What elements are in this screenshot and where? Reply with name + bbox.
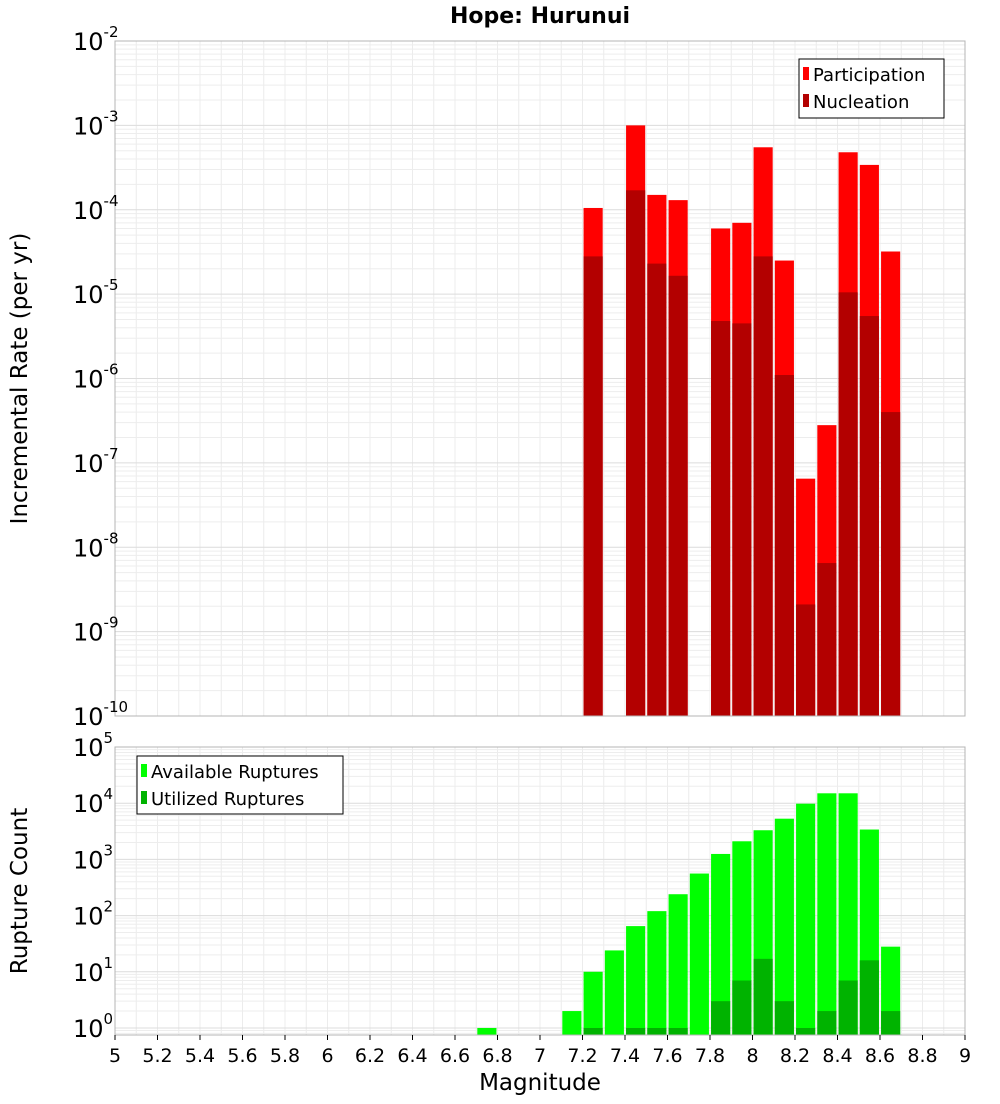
rate-legend-swatch xyxy=(803,94,809,107)
rate-ytick-label: 10-8 xyxy=(73,529,119,562)
count-bar-available-ruptures xyxy=(774,818,794,1035)
count-bar-available-ruptures xyxy=(796,803,816,1035)
count-ytick-label: 103 xyxy=(73,841,113,874)
rate-legend: Participation Nucleation xyxy=(798,58,945,119)
count-bar-utilized-ruptures xyxy=(732,980,752,1035)
rate-bar-nucleation xyxy=(711,321,731,716)
count-bar-available-ruptures xyxy=(711,853,731,1035)
count-bar-available-ruptures xyxy=(477,1027,497,1035)
rate-bar-nucleation xyxy=(796,604,816,716)
count-bar-available-ruptures xyxy=(689,873,709,1035)
rate-legend-swatch xyxy=(803,67,809,80)
count-legend: Available Ruptures Utilized Ruptures xyxy=(136,755,344,815)
x-tick-label: 6.6 xyxy=(440,1045,470,1067)
count-bar-utilized-ruptures xyxy=(817,1011,837,1035)
x-tick-label: 7.4 xyxy=(610,1045,640,1067)
count-bar-utilized-ruptures xyxy=(881,1011,901,1035)
rate-bar-nucleation xyxy=(817,563,837,716)
rate-bar-nucleation xyxy=(583,256,603,716)
count-bar-available-ruptures xyxy=(562,1011,582,1035)
rate-bar-nucleation xyxy=(774,375,794,716)
rate-ytick-label: 10-4 xyxy=(73,192,119,225)
count-legend-label: Utilized Ruptures xyxy=(151,789,304,810)
count-bar-utilized-ruptures xyxy=(859,960,879,1035)
x-tick-label: 8.6 xyxy=(865,1045,895,1067)
x-tick-label: 5.4 xyxy=(185,1045,215,1067)
x-tick-label: 6.2 xyxy=(355,1045,385,1067)
count-bar-available-ruptures xyxy=(604,950,624,1035)
rate-legend-label: Participation xyxy=(813,65,925,86)
count-bar-utilized-ruptures xyxy=(647,1027,667,1035)
count-ytick-label: 101 xyxy=(73,954,113,987)
count-legend-swatch xyxy=(141,764,147,777)
x-tick-label: 6.8 xyxy=(482,1045,512,1067)
count-bar-available-ruptures xyxy=(838,793,858,1035)
rate-ytick-label: 10-9 xyxy=(73,614,119,647)
x-tick-label: 5.2 xyxy=(142,1045,172,1067)
x-tick-label: 7.8 xyxy=(695,1045,725,1067)
rate-ytick-label: 10-5 xyxy=(73,276,119,309)
count-bar-utilized-ruptures xyxy=(711,1001,731,1035)
x-axis-label: Magnitude xyxy=(479,1070,601,1096)
count-bar-utilized-ruptures xyxy=(774,1001,794,1035)
x-tick-label: 7.2 xyxy=(567,1045,597,1067)
rate-bar-nucleation xyxy=(647,263,667,716)
count-bar-available-ruptures xyxy=(668,894,688,1035)
count-ytick-label: 102 xyxy=(73,898,113,931)
count-legend-label: Available Ruptures xyxy=(151,762,319,783)
rate-ytick-label: 10-6 xyxy=(73,361,119,394)
x-tick-label: 8.4 xyxy=(822,1045,852,1067)
rate-ytick-label: 10-3 xyxy=(73,107,119,140)
count-bar-utilized-ruptures xyxy=(753,958,773,1035)
count-bar-utilized-ruptures xyxy=(583,1027,603,1035)
rate-bar-nucleation xyxy=(881,412,901,716)
count-bar-utilized-ruptures xyxy=(796,1027,816,1035)
x-tick-label: 6 xyxy=(321,1045,333,1067)
rate-bar-nucleation xyxy=(732,323,752,716)
chart-title: Hope: Hurunui xyxy=(450,4,630,29)
count-legend-swatch xyxy=(141,791,147,804)
rate-legend-box xyxy=(798,58,945,119)
rate-ytick-label: 10-7 xyxy=(73,445,119,478)
x-tick-label: 9 xyxy=(959,1045,971,1067)
x-tick-label: 8.2 xyxy=(780,1045,810,1067)
rate-ytick-label: 10-10 xyxy=(73,698,128,731)
count-bar-utilized-ruptures xyxy=(838,980,858,1035)
rate-bar-nucleation xyxy=(859,316,879,716)
rate-y-axis-label: Incremental Rate (per yr) xyxy=(7,233,33,525)
rate-bar-nucleation xyxy=(626,190,646,716)
rate-bar-nucleation xyxy=(838,292,858,716)
count-y-axis-label: Rupture Count xyxy=(7,808,33,974)
rate-plot xyxy=(114,40,966,717)
x-tick-label: 5.6 xyxy=(227,1045,257,1067)
x-tick-label: 5.8 xyxy=(270,1045,300,1067)
x-tick-label: 7.6 xyxy=(652,1045,682,1067)
count-bar-available-ruptures xyxy=(817,793,837,1035)
count-legend-box xyxy=(136,755,344,815)
x-tick-label: 8 xyxy=(746,1045,758,1067)
count-bar-available-ruptures xyxy=(583,971,603,1035)
count-ytick-label: 100 xyxy=(73,1010,113,1043)
x-tick-label: 6.4 xyxy=(397,1045,427,1067)
count-ytick-label: 104 xyxy=(73,785,113,818)
rate-bar-nucleation xyxy=(668,275,688,716)
x-tick-label: 7 xyxy=(534,1045,546,1067)
x-tick-label: 8.8 xyxy=(907,1045,937,1067)
rate-ytick-label: 10-2 xyxy=(73,23,119,56)
count-ytick-label: 105 xyxy=(73,729,113,762)
rate-plot-frame xyxy=(114,40,966,717)
count-bar-utilized-ruptures xyxy=(668,1027,688,1035)
count-bar-utilized-ruptures xyxy=(626,1027,646,1035)
count-bar-available-ruptures xyxy=(626,926,646,1035)
rate-legend-label: Nucleation xyxy=(813,92,909,113)
x-tick-label: 5 xyxy=(109,1045,121,1067)
count-bar-available-ruptures xyxy=(647,911,667,1035)
rate-bar-nucleation xyxy=(753,256,773,716)
